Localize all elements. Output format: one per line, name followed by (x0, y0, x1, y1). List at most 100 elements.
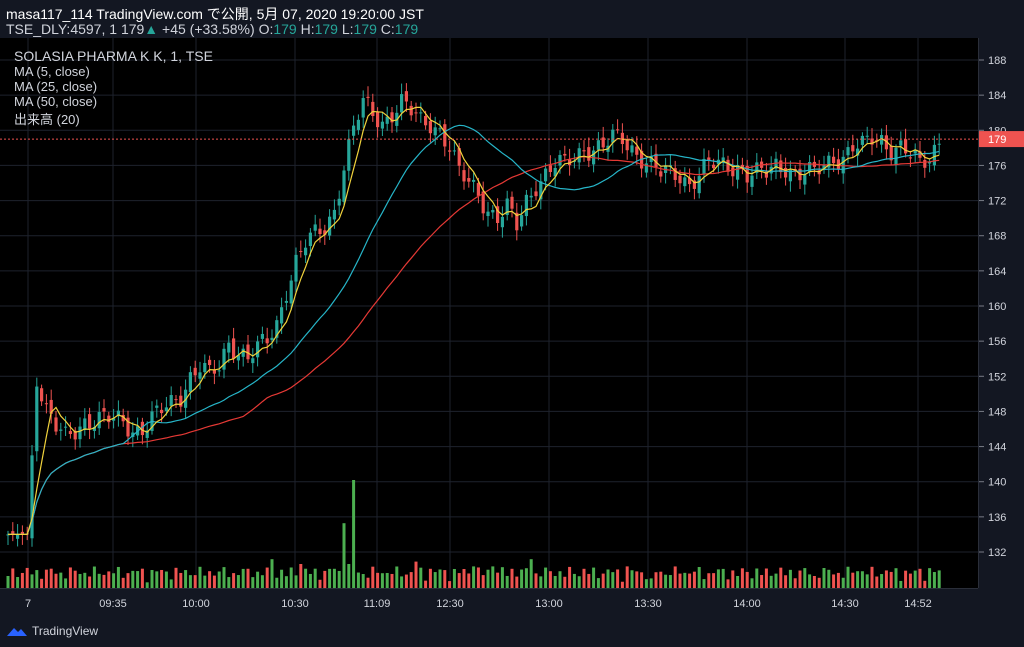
price-tick-label: 184 (988, 90, 1006, 102)
time-tick-label: 13:00 (535, 598, 563, 610)
candle-body (644, 163, 648, 173)
candle-body (712, 164, 716, 169)
volume-bar (529, 559, 533, 588)
candle-body (361, 98, 365, 118)
candle-body (280, 307, 284, 324)
candle-body (764, 171, 768, 178)
volume-bar (462, 569, 466, 588)
candle-body (112, 418, 116, 421)
candle-body (587, 147, 591, 161)
time-scale[interactable]: 7 09:35 10:00 10:30 11:09 12:30 13:00 13:30 14:0… (0, 588, 978, 617)
symbol-label[interactable]: TSE_DLY:4597, 1 (6, 21, 118, 37)
candle-body (515, 212, 519, 231)
chart-plot-area[interactable] (0, 38, 978, 588)
volume-bar (865, 574, 869, 588)
candle-body (865, 135, 869, 137)
legend-symbol-title[interactable]: SOLASIA PHARMA K K, 1, TSE (14, 48, 213, 64)
legend-ma25[interactable]: MA (25, close) (14, 79, 98, 94)
candle-body (937, 143, 941, 145)
volume-bar (913, 570, 917, 588)
volume-bar (740, 568, 744, 588)
volume-bar (875, 576, 879, 588)
volume-bar (49, 568, 53, 588)
candle-body (673, 168, 677, 180)
candle-body (827, 155, 831, 168)
candle-body (707, 157, 711, 161)
high-label: H: (300, 21, 315, 37)
volume-bar (539, 576, 543, 588)
candle-body (654, 153, 658, 168)
time-tick-label: 12:30 (436, 598, 464, 610)
volume-bar (611, 572, 615, 588)
time-tick-label: 10:30 (281, 598, 309, 610)
volume-bar (563, 576, 567, 588)
time-tick-label: 09:35 (99, 598, 127, 610)
last-price: 179 (120, 21, 145, 37)
close-label: C: (380, 21, 395, 37)
candle-body (870, 138, 874, 145)
candle-body (44, 403, 48, 405)
volume-bar (11, 568, 15, 588)
volume-bar (304, 568, 308, 588)
open-value: 179 (273, 21, 297, 37)
volume-bar (198, 566, 202, 588)
candle-body (145, 430, 149, 438)
candle-body (510, 196, 514, 209)
candle-body (534, 191, 538, 197)
candle-body (323, 230, 327, 235)
candle-body (899, 140, 903, 146)
volume-bar (668, 575, 672, 588)
candle-body (414, 112, 418, 114)
volume-bar (265, 567, 269, 588)
volume-bar (601, 573, 605, 588)
volume-bar (678, 573, 682, 588)
volume-bar (731, 570, 735, 588)
volume-bar (112, 573, 116, 588)
volume-bar (476, 567, 480, 588)
tradingview-logo[interactable]: TradingView (6, 624, 98, 638)
volume-bar (184, 570, 188, 588)
volume-bar (808, 574, 812, 588)
volume-bar (366, 577, 370, 588)
candle-body (908, 157, 912, 159)
candle-body (102, 408, 106, 412)
volume-bar (395, 566, 399, 588)
time-tick-label: 11:09 (364, 598, 391, 610)
legend-ma50[interactable]: MA (50, close) (14, 94, 98, 109)
volume-bar (803, 568, 807, 588)
volume-bar (337, 570, 341, 588)
candle-body (553, 168, 557, 177)
volume-bar (817, 577, 821, 588)
price-chart[interactable] (0, 38, 978, 588)
candle-body (678, 175, 682, 184)
last-price-badge (979, 131, 1024, 148)
candle-body (520, 215, 524, 227)
candle-body (246, 344, 250, 360)
volume-bar (390, 573, 394, 588)
candle-body (227, 342, 231, 353)
candle-body (448, 150, 452, 152)
candle-body (294, 254, 298, 282)
candle-body (35, 386, 39, 452)
legend-volume[interactable]: 出来高 (20) (14, 112, 80, 127)
up-arrow-icon: ▲ (144, 21, 159, 37)
candle-body (174, 399, 178, 401)
volume-bar (721, 568, 725, 588)
candle-body (68, 431, 72, 434)
price-tick-label: 140 (988, 477, 1006, 489)
volume-bar (692, 571, 696, 588)
price-scale[interactable]: 1321361401441481521561601641681721761801… (978, 38, 1024, 588)
candle-body (462, 170, 466, 182)
volume-bar (774, 573, 778, 588)
volume-bar (289, 567, 293, 588)
candle-body (419, 112, 423, 114)
price-tick-label: 172 (988, 196, 1006, 208)
legend-ma5[interactable]: MA (5, close) (14, 64, 90, 79)
footer-bar (0, 616, 1024, 647)
volume-bar (649, 578, 653, 588)
candle-body (308, 232, 312, 247)
price-tick-label: 160 (988, 301, 1006, 313)
volume-bar (78, 573, 82, 588)
volume-bar (280, 569, 284, 588)
time-tick-label: 14:52 (904, 598, 932, 610)
